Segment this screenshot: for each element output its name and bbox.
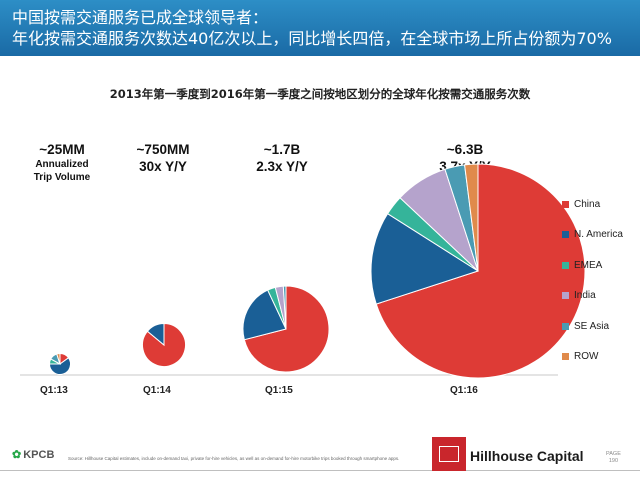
legend-swatch: [562, 231, 569, 238]
pie-slice-q1-15-se-asia: [282, 285, 287, 330]
x-label-q1-13: Q1:13: [40, 385, 68, 396]
legend-label: SE Asia: [574, 320, 610, 332]
annotation-q1-16-volume: ~6.3B: [446, 142, 484, 157]
legend: China N. America EMEA India SE Asia ROW: [562, 196, 623, 379]
pie-slice-q1-13-row: [56, 352, 61, 365]
pie-slice-q1-15-china: [243, 285, 330, 373]
page-number: 190: [608, 458, 619, 464]
legend-swatch: [562, 322, 569, 330]
legend-swatch: [562, 353, 569, 360]
annotation-q1-13-label-2: Trip Volume: [33, 172, 91, 183]
legend-label: N. America: [574, 229, 623, 240]
kpcb-logo-icon: ✿: [12, 449, 22, 461]
annotation-q1-14: ~750MM 30x Y/Y: [118, 141, 208, 175]
kpcb-brand: ✿ KPCB: [12, 448, 54, 461]
pie-slice-q1-16-row: [464, 163, 479, 272]
kpcb-brand-text: KPCB: [23, 449, 55, 461]
legend-item: N. America: [562, 227, 623, 243]
legend-label: ROW: [574, 351, 599, 362]
annotation-q1-15-volume: ~1.7B: [263, 142, 301, 157]
pie-slice-q1-16-china: [375, 163, 586, 379]
pie-slice-q1-15-n-america: [242, 289, 287, 341]
pie-slice-q1-16-n-america: [370, 212, 480, 305]
pie-slice-q1-13-n-america: [48, 357, 71, 375]
annotation-q1-14-growth: 30x Y/Y: [139, 159, 187, 174]
legend-label: India: [574, 290, 596, 301]
header-line-1: 中国按需交通服务已成全球领导者：: [12, 8, 269, 27]
x-label-q1-14: Q1:14: [143, 385, 171, 396]
legend-label: China: [574, 198, 601, 210]
header-banner: 中国按需交通服务已成全球领导者： 年化按需交通服务次数达40亿次以上，同比增长四…: [0, 0, 640, 56]
annotation-q1-15-growth: 2.3x Y/Y: [256, 159, 308, 174]
legend-item: ROW: [562, 349, 623, 365]
annotation-q1-13: ~25MM Annualized Trip Volume: [20, 141, 104, 184]
legend-item: EMEA: [562, 257, 623, 273]
legend-label: EMEA: [574, 259, 603, 271]
hillhouse-logo-frame: [439, 446, 459, 462]
legend-item: SE Asia: [562, 318, 623, 334]
x-label-q1-15: Q1:15: [265, 385, 293, 396]
source-note: Source: Hillhouse Capital estimates, inc…: [68, 456, 400, 461]
x-label-q1-16: Q1:16: [450, 385, 478, 396]
legend-swatch: [562, 200, 569, 208]
legend-swatch: [562, 292, 569, 299]
legend-swatch: [562, 261, 569, 269]
legend-item: China: [562, 196, 623, 212]
chart-title: 2013年第一季度到2016年第一季度之间按地区划分的全球年化按需交通服务次数: [109, 87, 531, 101]
pie-group: [48, 163, 586, 379]
header-line-2: 年化按需交通服务次数达40亿次以上，同比增长四倍，在全球市场上所占份额为70%: [12, 29, 612, 48]
footer-divider: [0, 470, 640, 471]
annotation-q1-13-volume: ~25MM: [39, 142, 85, 157]
page-indicator: PAGE 190: [606, 451, 621, 465]
pie-slice-q1-14-n-america: [146, 322, 165, 347]
annotation-q1-14-volume: ~750MM: [136, 142, 190, 157]
annotation-q1-13-label-1: Annualized: [35, 159, 89, 170]
hillhouse-logo-icon: [432, 437, 466, 471]
annotation-q1-15: ~1.7B 2.3x Y/Y: [240, 141, 324, 175]
hillhouse-name: Hillhouse Capital: [470, 448, 584, 464]
legend-item: India: [562, 288, 623, 304]
pie-slice-q1-14-china: [142, 322, 186, 367]
page-label: PAGE: [606, 451, 621, 457]
